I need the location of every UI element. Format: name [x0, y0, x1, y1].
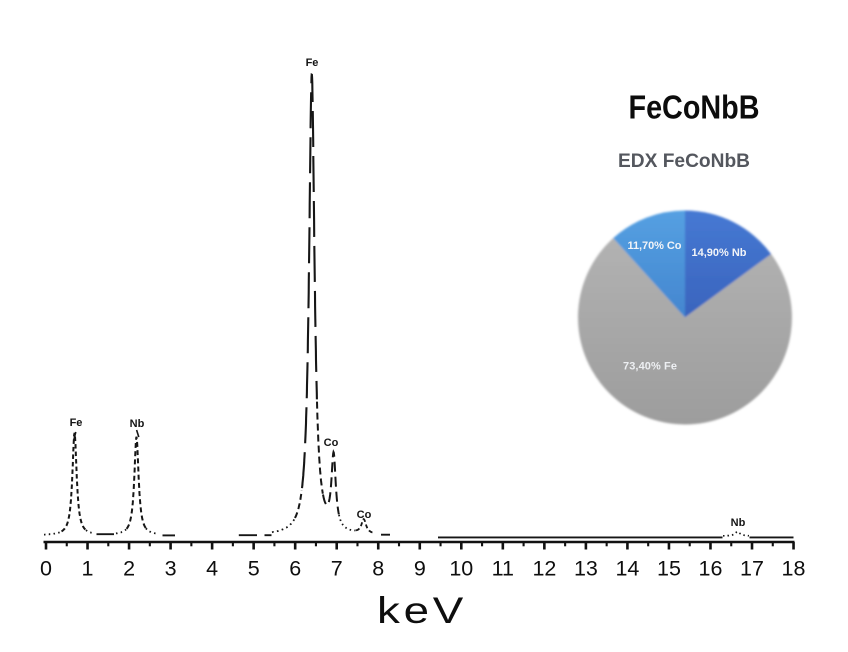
svg-text:11: 11	[492, 557, 514, 581]
svg-text:1: 1	[82, 557, 94, 581]
svg-text:0: 0	[40, 557, 52, 581]
svg-text:15: 15	[657, 557, 681, 581]
svg-text:12: 12	[532, 557, 556, 581]
svg-text:Fe: Fe	[70, 417, 83, 429]
svg-text:13: 13	[574, 557, 598, 581]
svg-text:14,90% Nb: 14,90% Nb	[692, 247, 747, 259]
svg-text:2: 2	[123, 557, 135, 581]
svg-text:EDX FeCoNbB: EDX FeCoNbB	[618, 151, 750, 172]
svg-text:8: 8	[372, 557, 384, 581]
svg-text:FeCoNbB: FeCoNbB	[629, 89, 760, 126]
svg-text:11,70% Co: 11,70% Co	[628, 240, 682, 252]
svg-text:14: 14	[615, 557, 639, 581]
svg-text:4: 4	[206, 557, 218, 581]
svg-text:3: 3	[165, 557, 177, 581]
svg-text:Fe: Fe	[306, 57, 319, 69]
svg-text:Co: Co	[357, 509, 372, 521]
svg-text:10: 10	[449, 557, 473, 581]
svg-text:16: 16	[699, 557, 723, 581]
svg-text:17: 17	[740, 557, 764, 581]
svg-text:Co: Co	[324, 437, 339, 449]
svg-text:keV: keV	[377, 590, 467, 631]
svg-text:73,40% Fe: 73,40% Fe	[623, 361, 677, 373]
svg-text:Nb: Nb	[130, 418, 145, 430]
svg-text:9: 9	[414, 557, 426, 581]
svg-text:Nb: Nb	[731, 517, 746, 529]
svg-text:18: 18	[782, 557, 806, 581]
svg-text:7: 7	[331, 557, 343, 581]
svg-text:6: 6	[289, 557, 301, 581]
svg-text:5: 5	[248, 557, 260, 581]
